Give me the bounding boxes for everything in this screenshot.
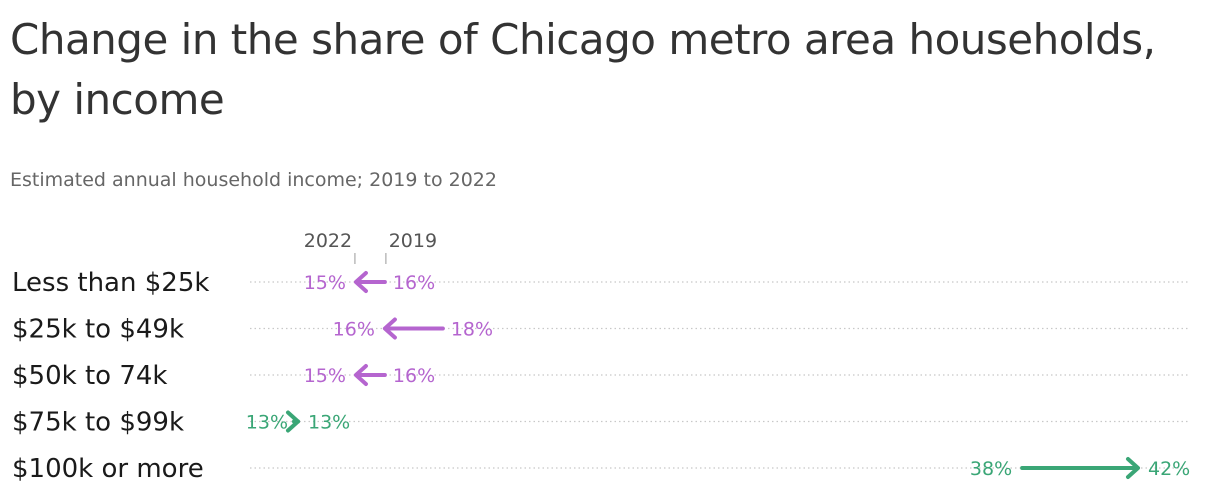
value-label-2019: 16% <box>393 272 435 294</box>
legend-label-2022: 2022 <box>304 230 352 252</box>
arrow-head <box>353 364 368 386</box>
value-label-2019: 13% <box>246 412 288 434</box>
legend-label-2019: 2019 <box>389 230 437 252</box>
chart-row: $25k to $49k 18% 16% <box>12 315 1188 345</box>
chart-row: $100k or more 38% 42% <box>12 454 1190 484</box>
category-label: $100k or more <box>12 454 204 484</box>
chart-row: $50k to 74k 16% 15% <box>12 361 1188 391</box>
category-label: $50k to 74k <box>12 361 167 391</box>
value-label-2019: 18% <box>451 319 493 341</box>
value-label-2022: 16% <box>333 319 375 341</box>
value-label-2022: 13% <box>308 412 350 434</box>
chart-subtitle: Estimated annual household income; 2019 … <box>10 169 497 191</box>
arrow-head <box>353 271 368 293</box>
chart-row: $75k to $99k 13% 13% <box>12 408 1188 438</box>
category-label: $25k to $49k <box>12 315 184 345</box>
value-label-2022: 42% <box>1148 458 1190 480</box>
chart-title: Change in the share of Chicago metro are… <box>10 15 1156 124</box>
arrow-head <box>1126 457 1140 479</box>
value-label-2022: 15% <box>304 365 346 387</box>
value-label-2019: 16% <box>393 365 435 387</box>
year-legend: 2022 2019 <box>304 230 437 264</box>
arrow-head <box>286 410 300 433</box>
chart-row: Less than $25k 16% 15% <box>12 268 1188 298</box>
value-label-2019: 38% <box>970 458 1012 480</box>
category-label: Less than $25k <box>12 268 209 298</box>
value-label-2022: 15% <box>304 272 346 294</box>
category-label: $75k to $99k <box>12 408 184 438</box>
chart-rows: Less than $25k 16%15%$25k to $49k 18%16%$5… <box>12 268 1190 484</box>
arrow-head <box>382 317 397 340</box>
